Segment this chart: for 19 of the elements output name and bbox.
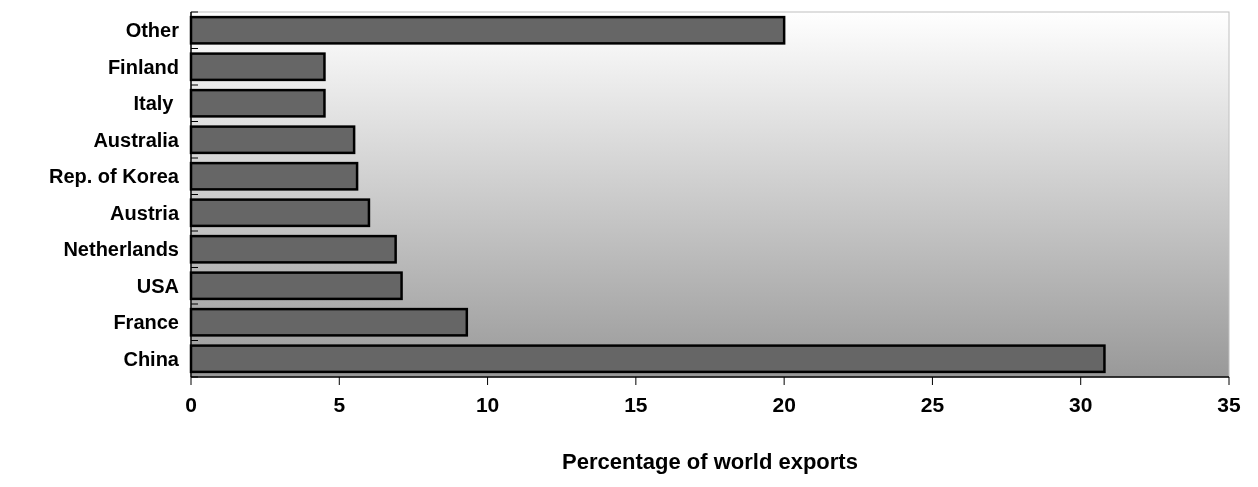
y-tick-label: Rep. of Korea <box>48 165 180 188</box>
y-tick-label: Netherlands <box>63 238 179 261</box>
y-tick-label: China <box>123 347 180 370</box>
x-tick-label: 0 <box>185 393 197 416</box>
y-tick-label: Finland <box>107 55 179 78</box>
x-tick-label: 25 <box>920 393 945 416</box>
x-tick-label: 15 <box>624 393 648 416</box>
y-tick-label: Austria <box>110 201 180 224</box>
y-tick-label: Australia <box>93 128 180 151</box>
x-tick-label: 20 <box>772 393 796 416</box>
x-tick-label: 5 <box>333 393 346 416</box>
x-tick-label: 10 <box>475 393 500 416</box>
x-tick-label: 35 <box>1217 393 1241 416</box>
x-axis-title: Percentage of world exports <box>562 449 858 474</box>
y-tick-label: Other <box>125 19 180 42</box>
x-tick-label: 30 <box>1069 393 1093 416</box>
y-tick-label: Italy <box>133 92 179 115</box>
y-tick-label: USA <box>136 274 179 297</box>
y-tick-label: France <box>113 311 179 334</box>
